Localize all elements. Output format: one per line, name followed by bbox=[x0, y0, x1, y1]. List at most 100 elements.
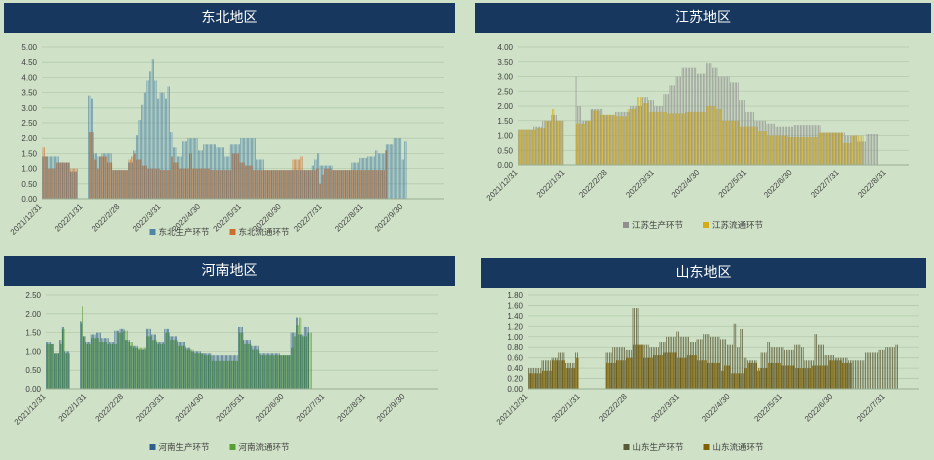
bar bbox=[652, 111, 653, 165]
bar bbox=[178, 345, 179, 389]
bar bbox=[265, 353, 267, 389]
bar bbox=[272, 355, 274, 389]
bar bbox=[820, 132, 821, 165]
bar bbox=[702, 111, 703, 165]
bar bbox=[243, 138, 244, 199]
y-tick-label: 5.00 bbox=[21, 43, 37, 52]
bar bbox=[375, 170, 377, 199]
bar bbox=[559, 360, 560, 389]
bar bbox=[851, 360, 853, 389]
bar bbox=[288, 170, 289, 199]
bar bbox=[117, 330, 118, 389]
bar bbox=[535, 373, 537, 389]
bar bbox=[237, 153, 238, 199]
bar bbox=[819, 344, 821, 389]
bar bbox=[651, 100, 653, 165]
bar bbox=[815, 136, 817, 165]
bar bbox=[661, 342, 662, 389]
y-tick-label: 3.50 bbox=[21, 89, 37, 98]
bar bbox=[81, 321, 83, 389]
bar bbox=[355, 162, 357, 199]
bar bbox=[241, 138, 243, 199]
bar bbox=[276, 353, 277, 389]
bar bbox=[817, 136, 818, 165]
bar bbox=[554, 360, 555, 389]
bar bbox=[671, 85, 672, 165]
bar bbox=[708, 334, 710, 389]
bar bbox=[875, 134, 877, 165]
bar bbox=[130, 345, 131, 389]
bar bbox=[58, 353, 60, 389]
bar bbox=[674, 85, 675, 165]
bar bbox=[753, 360, 755, 389]
bar bbox=[388, 144, 390, 199]
bar bbox=[622, 111, 624, 165]
bar bbox=[304, 336, 306, 389]
bar bbox=[226, 360, 228, 389]
bar bbox=[747, 126, 749, 165]
bar bbox=[289, 355, 291, 389]
bar bbox=[715, 108, 717, 165]
y-tick-label: 2.00 bbox=[497, 102, 513, 111]
bar bbox=[833, 355, 834, 389]
bar bbox=[377, 153, 379, 199]
y-tick-label: 1.80 bbox=[507, 291, 523, 300]
bar bbox=[282, 355, 284, 389]
x-tick-label: 2022/5/31 bbox=[717, 168, 749, 200]
bar bbox=[574, 368, 576, 389]
bar bbox=[774, 347, 775, 389]
bar bbox=[168, 170, 169, 199]
bar bbox=[850, 142, 852, 166]
bar bbox=[173, 162, 175, 199]
bar bbox=[227, 156, 228, 199]
bar bbox=[145, 92, 146, 199]
bar bbox=[233, 360, 235, 389]
bar bbox=[708, 106, 709, 165]
bar bbox=[773, 362, 774, 389]
bar bbox=[377, 170, 378, 199]
bar bbox=[752, 126, 753, 165]
y-tick-label: 4.00 bbox=[497, 43, 513, 52]
bar bbox=[292, 159, 294, 199]
bar bbox=[818, 132, 820, 165]
bar bbox=[871, 134, 872, 165]
bar bbox=[276, 355, 278, 389]
bar bbox=[580, 106, 581, 165]
bar bbox=[545, 370, 547, 389]
bar bbox=[113, 170, 115, 199]
bar bbox=[121, 170, 123, 199]
bar bbox=[839, 357, 841, 389]
y-tick-label: 4.00 bbox=[21, 73, 37, 82]
bar bbox=[155, 340, 157, 389]
bar bbox=[779, 362, 781, 389]
y-tick-label: 0.50 bbox=[25, 366, 41, 375]
bar bbox=[46, 156, 48, 199]
bar bbox=[144, 165, 146, 199]
bar bbox=[625, 111, 627, 165]
x-tick-label: 2022/2/28 bbox=[93, 392, 125, 424]
bar bbox=[542, 120, 544, 165]
bar bbox=[524, 129, 526, 165]
bar bbox=[295, 336, 296, 389]
bar bbox=[259, 170, 261, 199]
bar bbox=[796, 344, 797, 389]
bar bbox=[649, 347, 651, 389]
bar bbox=[98, 338, 99, 389]
bar bbox=[361, 170, 362, 199]
bar bbox=[686, 111, 688, 165]
bar bbox=[534, 126, 536, 165]
bar bbox=[277, 170, 279, 199]
bar bbox=[329, 165, 330, 199]
bar bbox=[740, 328, 742, 389]
bar bbox=[707, 362, 709, 389]
bar bbox=[270, 170, 271, 199]
bar bbox=[135, 153, 136, 199]
bar bbox=[211, 170, 213, 199]
bar bbox=[51, 343, 52, 389]
bar bbox=[166, 98, 168, 199]
bar bbox=[611, 114, 612, 165]
bar bbox=[348, 170, 349, 199]
bar bbox=[186, 141, 187, 199]
bar bbox=[717, 108, 718, 165]
bar bbox=[170, 132, 171, 199]
